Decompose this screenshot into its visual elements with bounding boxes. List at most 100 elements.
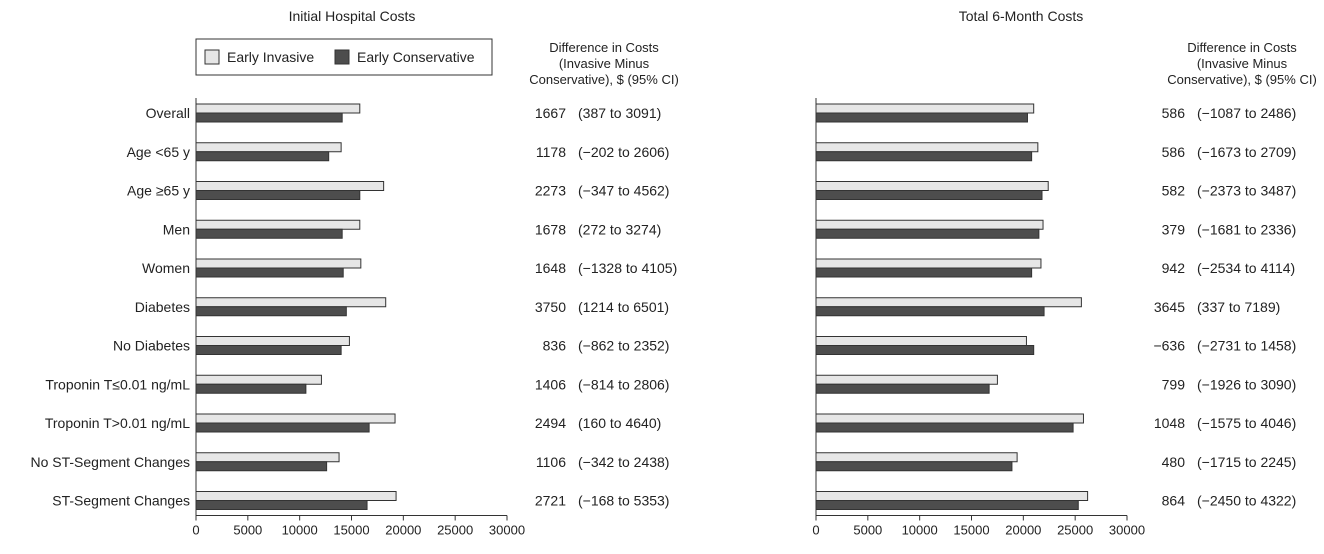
- x-tick-label: 20000: [385, 523, 421, 538]
- bar-early-conservative-no-diabetes: [815, 345, 1035, 355]
- confidence-interval: (−168 to 5353): [578, 493, 669, 509]
- bar-early-invasive-women: [815, 258, 1042, 269]
- confidence-interval: (−1673 to 2709): [1197, 144, 1296, 160]
- bar-early-invasive-diabetes: [195, 297, 387, 308]
- difference-value: 1667: [535, 105, 566, 121]
- category-label-age-lt65-y: Age <65 y: [127, 144, 190, 160]
- legend-swatch-early-conservative: [334, 49, 350, 65]
- bar-early-invasive-women: [195, 258, 362, 269]
- bar-early-invasive-troponin-tgt0-01-ng-ml: [195, 413, 396, 424]
- bar-early-conservative-age-ge65-y: [815, 190, 1043, 200]
- category-label-age-ge65-y: Age ≥65 y: [127, 183, 190, 199]
- panel-title: Total 6-Month Costs: [959, 8, 1084, 24]
- confidence-interval: (−1087 to 2486): [1197, 105, 1296, 121]
- category-label-troponin-tgt0-01-ng-ml: Troponin T>0.01 ng/mL: [45, 415, 190, 431]
- confidence-interval: (272 to 3274): [578, 221, 661, 237]
- difference-value: 1178: [536, 144, 566, 160]
- bar-early-conservative-diabetes: [195, 306, 347, 317]
- bar-early-conservative-st-segment-changes: [815, 500, 1079, 510]
- x-tick-label: 20000: [1005, 523, 1041, 538]
- bar-early-invasive-overall: [815, 103, 1035, 114]
- confidence-interval: (−347 to 4562): [578, 183, 669, 199]
- x-tick-label: 25000: [1057, 523, 1093, 538]
- category-label-st-segment-changes: ST-Segment Changes: [52, 493, 190, 509]
- difference-value: 1106: [536, 454, 566, 470]
- bar-group: [815, 103, 1089, 510]
- bar-early-invasive-troponin-tle0-01-ng-ml: [195, 374, 322, 385]
- x-tick-label: 10000: [282, 523, 318, 538]
- difference-value: 2273: [535, 183, 566, 199]
- bar-early-invasive-age-lt65-y: [195, 142, 342, 153]
- x-tick-label: 25000: [437, 523, 473, 538]
- bar-early-conservative-troponin-tgt0-01-ng-ml: [815, 422, 1074, 433]
- difference-value: 586: [1162, 144, 1186, 160]
- confidence-interval: (−1715 to 2245): [1197, 454, 1296, 470]
- x-tick-label: 15000: [333, 523, 369, 538]
- bar-early-conservative-men: [815, 228, 1040, 239]
- legend-label-early-invasive: Early Invasive: [227, 49, 314, 65]
- difference-header-line-1: Difference in Costs: [549, 40, 659, 55]
- difference-header: Difference in Costs (Invasive Minus Cons…: [529, 40, 679, 87]
- difference-value: 2721: [535, 493, 566, 509]
- bar-early-invasive-no-st-segment-changes: [815, 452, 1018, 463]
- difference-value: 836: [543, 338, 567, 354]
- category-label-overall: Overall: [146, 105, 190, 121]
- difference-value: 942: [1162, 260, 1186, 276]
- bar-early-invasive-no-diabetes: [815, 336, 1027, 346]
- bar-early-conservative-age-lt65-y: [195, 151, 330, 162]
- category-labels: Overall Age <65 y Age ≥65 y Men Women Diabete…: [30, 105, 190, 509]
- x-tick-label: 5000: [853, 523, 882, 538]
- bar-early-invasive-diabetes: [815, 297, 1082, 308]
- difference-value: 1648: [535, 260, 566, 276]
- bar-early-invasive-men: [815, 219, 1044, 230]
- legend-swatch-early-invasive: [204, 49, 220, 65]
- bar-early-conservative-troponin-tgt0-01-ng-ml: [195, 422, 370, 433]
- bar-early-conservative-troponin-tle0-01-ng-ml: [195, 383, 307, 394]
- difference-header-line-1: Difference in Costs: [1187, 40, 1297, 55]
- confidence-interval: (−1681 to 2336): [1197, 221, 1296, 237]
- difference-value: 586: [1162, 105, 1186, 121]
- category-label-men: Men: [163, 221, 190, 237]
- initial-hospital-costs-panel: Initial Hospital Costs Early Invasive Ea…: [30, 8, 678, 538]
- bar-early-invasive-no-diabetes: [195, 336, 350, 346]
- bar-early-invasive-troponin-tle0-01-ng-ml: [815, 374, 998, 385]
- category-label-no-diabetes: No Diabetes: [113, 338, 190, 354]
- difference-header-line-2: (Invasive Minus: [559, 56, 650, 71]
- difference-value: 379: [1162, 221, 1186, 237]
- bar-early-conservative-no-st-segment-changes: [195, 461, 328, 472]
- category-label-troponin-tle0-01-ng-ml: Troponin T≤0.01 ng/mL: [45, 376, 190, 392]
- bar-early-conservative-age-lt65-y: [815, 151, 1033, 162]
- bar-early-conservative-overall: [195, 112, 343, 123]
- bar-early-conservative-women: [815, 267, 1033, 278]
- difference-value: 864: [1162, 493, 1186, 509]
- difference-value: 480: [1162, 454, 1186, 470]
- bar-early-invasive-st-segment-changes: [195, 491, 397, 501]
- x-tick-label: 30000: [1109, 523, 1145, 538]
- difference-value: 1048: [1154, 415, 1185, 431]
- bar-early-conservative-age-ge65-y: [195, 190, 361, 200]
- confidence-interval: (−862 to 2352): [578, 338, 669, 354]
- bar-early-invasive-st-segment-changes: [815, 491, 1089, 501]
- category-label-women: Women: [142, 260, 190, 276]
- x-tick-label: 0: [192, 523, 199, 538]
- confidence-interval: (160 to 4640): [578, 415, 661, 431]
- bar-early-conservative-st-segment-changes: [195, 500, 368, 510]
- bar-early-conservative-troponin-tle0-01-ng-ml: [815, 383, 990, 394]
- difference-values: 1667 (387 to 3091) 1178 (−202 to 2606) 2273 (…: [535, 105, 677, 509]
- bar-early-invasive-troponin-tgt0-01-ng-ml: [815, 413, 1084, 424]
- difference-value: −636: [1153, 338, 1185, 354]
- bar-early-invasive-overall: [195, 103, 361, 114]
- bar-early-invasive-age-ge65-y: [815, 181, 1049, 191]
- legend: Early Invasive Early Conservative: [195, 38, 493, 76]
- legend-label-early-conservative: Early Conservative: [357, 49, 475, 65]
- bar-early-conservative-no-diabetes: [195, 345, 342, 355]
- confidence-interval: (−1328 to 4105): [578, 260, 677, 276]
- difference-value: 2494: [535, 415, 566, 431]
- confidence-interval: (−1926 to 3090): [1197, 376, 1296, 392]
- x-axis: 0 5000 10000 15000 20000 25000 30000: [192, 98, 525, 538]
- bar-early-conservative-overall: [815, 112, 1028, 123]
- difference-value: 3645: [1154, 299, 1185, 315]
- bar-early-invasive-men: [195, 219, 361, 230]
- bar-early-conservative-women: [195, 267, 344, 278]
